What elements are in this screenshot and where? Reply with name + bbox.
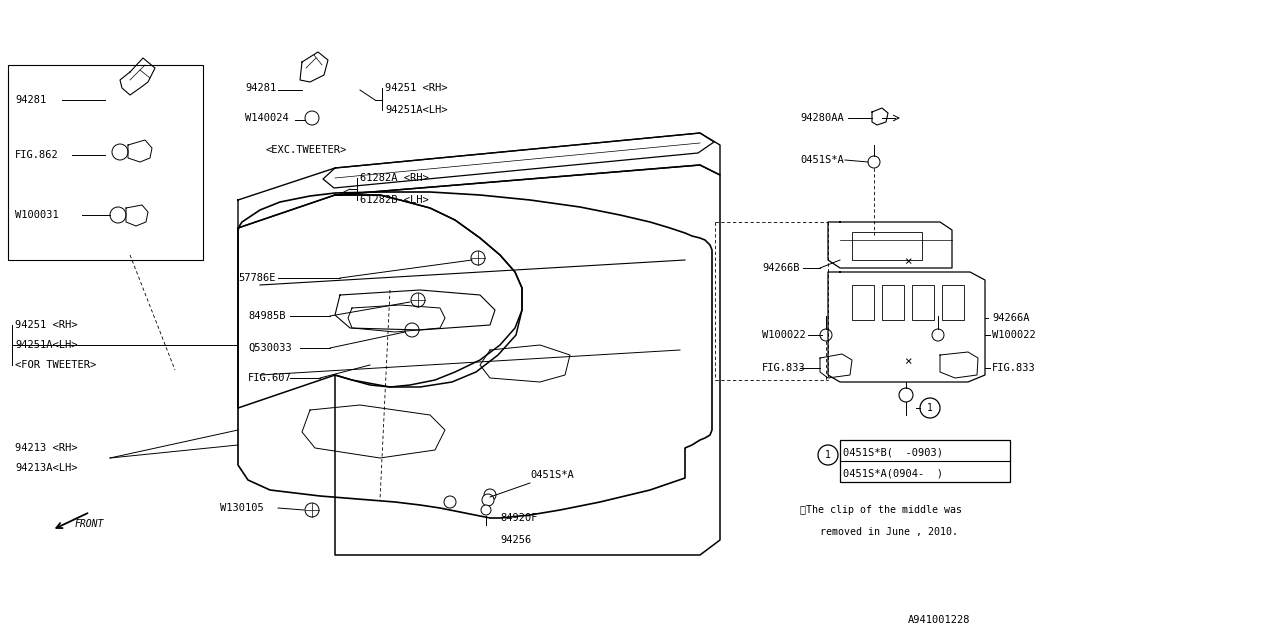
Text: 84920F: 84920F [500,513,538,523]
Text: 94251A<LH>: 94251A<LH> [385,105,448,115]
Text: 94251 <RH>: 94251 <RH> [385,83,448,93]
Circle shape [481,505,492,515]
Text: FIG.833: FIG.833 [992,363,1036,373]
Circle shape [818,445,838,465]
Bar [840,440,1010,482]
Polygon shape [828,272,986,382]
Text: 94266A: 94266A [992,313,1029,323]
Polygon shape [238,195,522,408]
Polygon shape [335,165,719,555]
Circle shape [404,323,419,337]
Text: FIG.607: FIG.607 [248,373,292,383]
Text: Q530033: Q530033 [248,343,292,353]
Text: FIG.862: FIG.862 [15,150,59,160]
Text: ※The clip of the middle was: ※The clip of the middle was [800,505,963,515]
Circle shape [471,251,485,265]
Text: <EXC.TWEETER>: <EXC.TWEETER> [265,145,347,155]
Bar [852,232,922,260]
Text: 1: 1 [826,450,831,460]
Bar [942,285,964,320]
Text: 94213A<LH>: 94213A<LH> [15,463,78,473]
Text: 0451S*B(  -0903): 0451S*B( -0903) [844,447,943,457]
Circle shape [868,156,881,168]
Circle shape [820,329,832,341]
Bar [852,285,874,320]
Text: FIG.833: FIG.833 [762,363,805,373]
Circle shape [920,398,940,418]
Text: 94280AA: 94280AA [800,113,844,123]
Circle shape [932,329,945,341]
Circle shape [113,144,128,160]
Text: ×: × [904,355,911,369]
Bar [911,285,934,320]
Text: 61282A <RH>: 61282A <RH> [360,173,429,183]
Polygon shape [238,192,712,518]
Text: 94213 <RH>: 94213 <RH> [15,443,78,453]
Circle shape [484,489,497,501]
Text: 94281: 94281 [15,95,46,105]
Text: 94256: 94256 [500,535,531,545]
Bar [8,65,204,260]
Text: 94266B: 94266B [762,263,800,273]
Text: A941001228: A941001228 [908,615,970,625]
Text: W100022: W100022 [762,330,805,340]
Text: ×: × [904,255,911,269]
Circle shape [411,293,425,307]
Text: W140024: W140024 [244,113,289,123]
Text: 94281: 94281 [244,83,276,93]
Text: W100022: W100022 [992,330,1036,340]
Text: 94251 <RH>: 94251 <RH> [15,320,78,330]
Text: W130105: W130105 [220,503,264,513]
Circle shape [110,207,125,223]
Circle shape [444,496,456,508]
Polygon shape [238,133,719,228]
Text: FRONT: FRONT [76,519,105,529]
Circle shape [305,503,319,517]
Text: 0451S*A: 0451S*A [530,470,573,480]
Text: 61282B <LH>: 61282B <LH> [360,195,429,205]
Text: 0451S*A(0904-  ): 0451S*A(0904- ) [844,468,943,478]
Text: 1: 1 [927,403,933,413]
Text: W100031: W100031 [15,210,59,220]
Bar [882,285,904,320]
Text: 84985B: 84985B [248,311,285,321]
Text: 0451S*A: 0451S*A [800,155,844,165]
Text: removed in June , 2010.: removed in June , 2010. [820,527,957,537]
Circle shape [483,494,494,506]
Circle shape [305,111,319,125]
Text: 94251A<LH>: 94251A<LH> [15,340,78,350]
Circle shape [899,388,913,402]
Polygon shape [828,222,952,268]
Polygon shape [323,133,714,188]
Text: 57786E: 57786E [238,273,275,283]
Text: <FOR TWEETER>: <FOR TWEETER> [15,360,96,370]
